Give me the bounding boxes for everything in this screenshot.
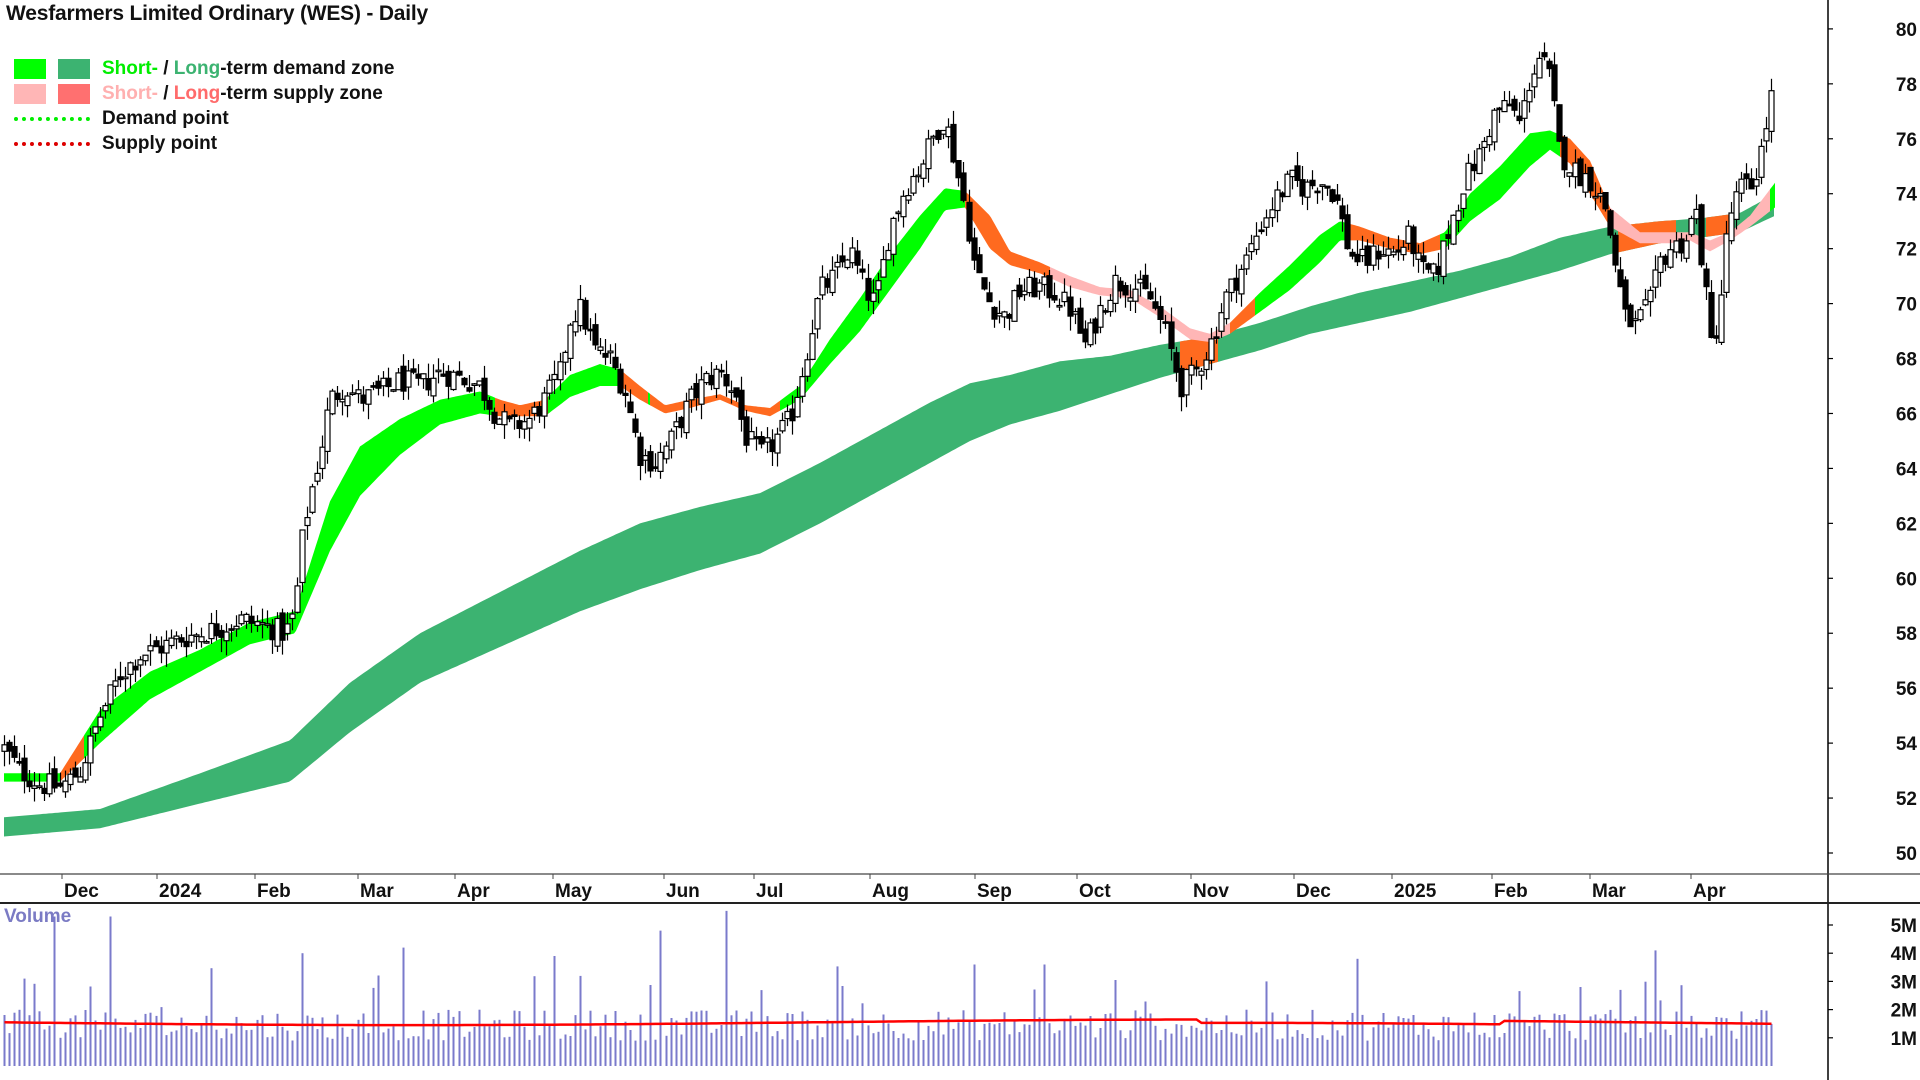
price-tick-label: 64 (1896, 459, 1918, 480)
price-tick-label: 52 (1896, 789, 1917, 810)
demand-point-label: Demand point (102, 107, 229, 129)
time-tick-label: May (555, 881, 592, 902)
legend-demand-point: Demand point (14, 106, 394, 131)
price-tick-label: 76 (1896, 130, 1917, 151)
volume-tick-label: 2M (1891, 1001, 1917, 1022)
time-tick-label: Sep (977, 881, 1012, 902)
time-tick-label: Oct (1079, 881, 1111, 902)
price-tick-label: 72 (1896, 240, 1917, 261)
price-axis: 50 52 54 56 58 60 62 64 66 68 70 72 74 76 78 80 (1827, 0, 1918, 1080)
legend-supply-label: Short- / Long-term supply zone (102, 82, 383, 104)
time-tick-label: Apr (1693, 881, 1726, 902)
price-tick-label: 70 (1896, 295, 1917, 316)
supply-point-label: Supply point (102, 132, 218, 154)
volume-tick-label: 3M (1891, 972, 1917, 993)
time-tick-label: 2024 (159, 881, 202, 902)
time-tick-label: Nov (1193, 881, 1229, 902)
candlesticks (1, 42, 1775, 802)
time-tick-label: 2025 (1394, 881, 1437, 902)
price-tick-label: 68 (1896, 350, 1917, 371)
legend-supply-point: Supply point (14, 131, 394, 156)
legend-supply-zone: Short- / Long-term supply zone (14, 81, 394, 106)
time-tick-label: Aug (872, 881, 909, 902)
time-tick-label: Mar (360, 881, 394, 902)
legend-demand-label: Short- / Long-term demand zone (102, 57, 395, 79)
price-tick-label: 50 (1896, 844, 1917, 865)
price-tick-label: 54 (1896, 734, 1918, 755)
price-tick-label: 78 (1896, 75, 1917, 96)
price-tick-label: 62 (1896, 514, 1917, 535)
volume-tick-label: 4M (1891, 944, 1917, 965)
time-tick-label: Dec (64, 881, 99, 902)
volume-panel-title: Volume (4, 906, 72, 927)
time-tick-label: Dec (1296, 881, 1331, 902)
time-axis: Dec 2024 Feb Mar Apr May Jun Jul Aug Sep Oct Nov Dec… (0, 873, 1920, 904)
price-tick-label: 66 (1896, 404, 1917, 425)
short-demand-swatch (14, 58, 46, 79)
price-tick-label: 56 (1896, 679, 1917, 700)
long-demand-swatch (58, 58, 90, 79)
volume-tick-label: 1M (1891, 1029, 1917, 1050)
supply-point-dots-icon (14, 141, 90, 146)
time-tick-label: Mar (1592, 881, 1626, 902)
legend-demand-zone: Short- / Long-term demand zone (14, 56, 394, 81)
volume-tick-label: 5M (1891, 916, 1917, 937)
time-tick-label: Jul (756, 881, 783, 902)
volume-panel: 1M 2M 3M 4M 5M (3, 910, 1917, 1066)
chart-title: Wesfarmers Limited Ordinary (WES) - Dail… (6, 2, 429, 25)
legend: Short- / Long-term demand zone Short- / … (14, 56, 394, 156)
price-tick-label: 58 (1896, 624, 1917, 645)
time-tick-label: Feb (1494, 881, 1528, 902)
time-tick-label: Jun (666, 881, 700, 902)
price-tick-label: 80 (1896, 20, 1917, 41)
long-supply-swatch (58, 83, 90, 104)
demand-point-dots-icon (14, 116, 90, 121)
price-tick-label: 74 (1896, 185, 1918, 206)
price-tick-label: 60 (1896, 569, 1917, 590)
time-tick-label: Feb (257, 881, 291, 902)
short-supply-swatch (14, 83, 46, 104)
time-tick-label: Apr (457, 881, 490, 902)
